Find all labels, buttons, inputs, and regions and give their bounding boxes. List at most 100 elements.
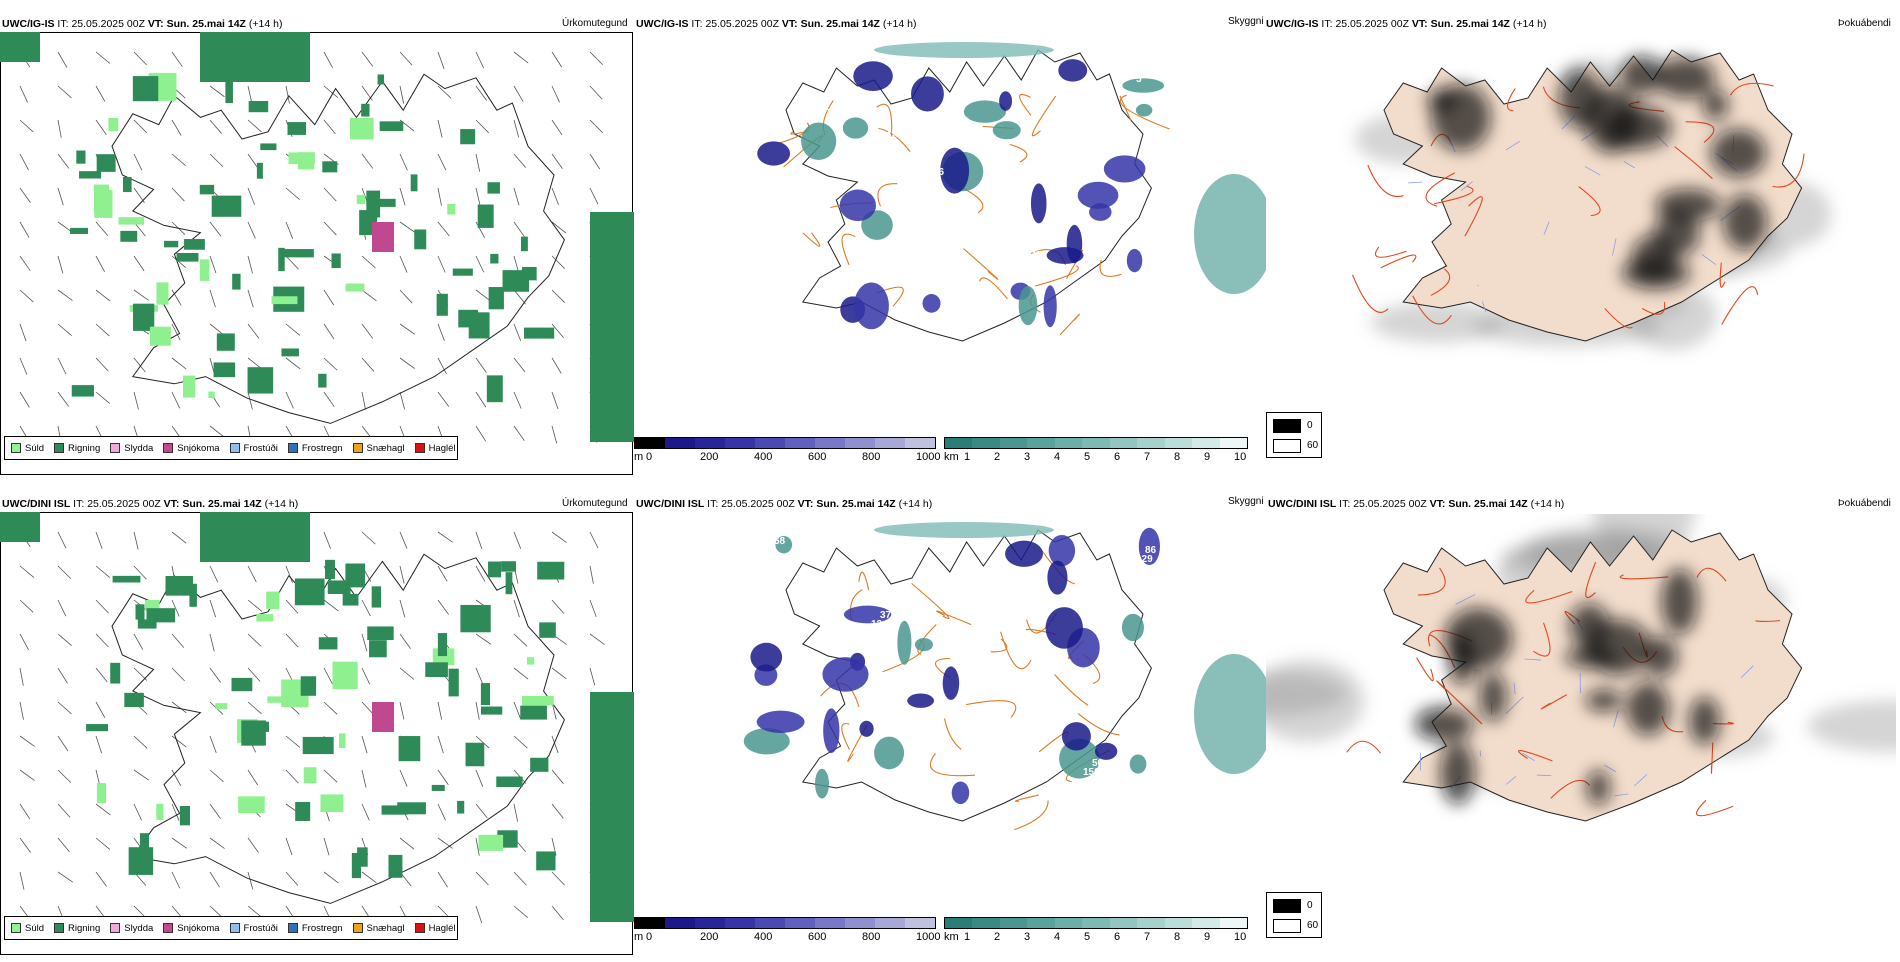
legend-label: Frostregn [302, 923, 343, 934]
precip-cell [537, 562, 564, 580]
low-cloud-area [1031, 183, 1047, 223]
legend-item: Snæhagl [353, 923, 405, 934]
river-line [1478, 285, 1479, 286]
colorbar-tick: 1000 [916, 451, 940, 463]
colorbar-segment [665, 918, 695, 928]
colorbar-tick: 9 [1204, 931, 1210, 943]
colorbar-tick: 600 [808, 451, 826, 463]
precip-cell [165, 576, 192, 596]
precip-cell [183, 376, 195, 398]
low-cloud-area [1078, 182, 1119, 209]
precip-cell [267, 696, 283, 702]
precip-cell [248, 367, 274, 393]
low-cloud-area [815, 769, 829, 799]
low-cloud-area [940, 148, 969, 194]
colorbar-segment [635, 918, 665, 928]
low-cloud-area [840, 190, 876, 222]
colorbar-segment [1082, 918, 1109, 928]
colorbar-tick: 0 [646, 931, 652, 943]
fog-panel: Skyggni UWC/IG-IS IT: 25.05.2025 00Z VT:… [1266, 12, 1900, 482]
colorbar-tick: 200 [700, 931, 718, 943]
cloud-base-label: 60 [924, 176, 936, 187]
fog-area [1431, 84, 1490, 151]
colorbar-unit: km [944, 451, 959, 463]
low-cloud-area [1019, 286, 1038, 325]
fog-legend: 0 60 [1266, 412, 1322, 458]
colorbar-segment [945, 438, 972, 448]
colorbar-tick: 10 [1234, 451, 1246, 463]
fog-area [1559, 70, 1602, 129]
precip-cell [79, 171, 101, 178]
legend-swatch [110, 443, 120, 453]
low-cloud-area [1047, 561, 1067, 595]
precip-cell [120, 231, 137, 242]
low-cloud-area [999, 91, 1012, 111]
colorbar-segment [695, 438, 725, 448]
precip-cell [295, 802, 310, 821]
colorbar-segment [905, 438, 935, 448]
colorbar-tick: 7 [1144, 931, 1150, 943]
low-cloud-area [1058, 59, 1087, 82]
precip-cell [339, 733, 346, 748]
legend-swatch [353, 923, 363, 933]
low-cloud-area [1130, 754, 1147, 773]
colorbar-tick: 5 [1084, 931, 1090, 943]
panel-title: UWC/IG-IS IT: 25.05.2025 00Z VT: Sun. 25… [1266, 18, 1546, 30]
precip-map [0, 512, 634, 955]
colorbar-segment [1220, 918, 1247, 928]
precip-cell [453, 269, 473, 276]
low-cloud-area [1044, 285, 1057, 327]
precip-cell [97, 154, 116, 172]
precip-cell [414, 229, 426, 249]
precip-cell [460, 605, 490, 632]
colorbar-segment [845, 918, 875, 928]
precip-cell [304, 767, 317, 783]
legend-swatch [11, 923, 21, 933]
colorbar-tick: 400 [754, 931, 772, 943]
cloud-visibility-panel: UWC/IG-IS IT: 25.05.2025 00Z VT: Sun. 25… [634, 12, 1266, 482]
precip-type-panel: UWC/DINI ISL IT: 25.05.2025 00Z VT: Sun.… [0, 492, 634, 962]
precip-cell [488, 182, 500, 193]
colorbar-tick: 9 [1204, 451, 1210, 463]
fog-haze [1808, 701, 1896, 752]
fog-area [1689, 697, 1720, 745]
colorbar-segment [1220, 438, 1247, 448]
precip-cell [469, 312, 490, 338]
fog-area [1711, 129, 1766, 177]
low-cloud-area [1005, 541, 1043, 567]
precip-cell [225, 81, 233, 103]
legend-label: Haglél [429, 923, 456, 934]
colorbar-segment [1137, 438, 1164, 448]
road-line [1100, 260, 1121, 277]
colorbar-unit: m [634, 451, 643, 463]
low-cloud-area [1127, 249, 1142, 272]
cloud-base-label: 129 [1136, 554, 1153, 565]
legend-item: Rigning [54, 923, 100, 934]
road-line [1060, 314, 1079, 334]
colorbar-segment [875, 438, 905, 448]
precip-cell [522, 696, 554, 705]
precip-cell [86, 724, 108, 731]
precip-cell [108, 118, 118, 131]
low-cloud-area [1136, 104, 1152, 117]
colorbar-segment [695, 918, 725, 928]
fog-area [1440, 742, 1474, 805]
precip-cell [70, 228, 88, 234]
legend-item: Frostúði [230, 923, 278, 934]
precip-cell [332, 253, 341, 268]
colorbar-tick: 2 [994, 931, 1000, 943]
colorbar-tick: 2 [994, 451, 1000, 463]
legend-swatch [415, 443, 425, 453]
colorbar-segment [725, 918, 755, 928]
low-cloud-area [801, 122, 836, 160]
precip-cell [343, 594, 359, 606]
precip-cell [481, 707, 502, 715]
cloud-base-label: 8 [1083, 287, 1089, 298]
precip-cell [346, 283, 365, 291]
colorbar-tick: 1 [964, 931, 970, 943]
low-cloud-area [750, 643, 782, 672]
precip-cell [447, 204, 455, 215]
precip-cell [212, 196, 242, 217]
precip-cell [488, 562, 501, 578]
precip-cell [76, 151, 85, 164]
